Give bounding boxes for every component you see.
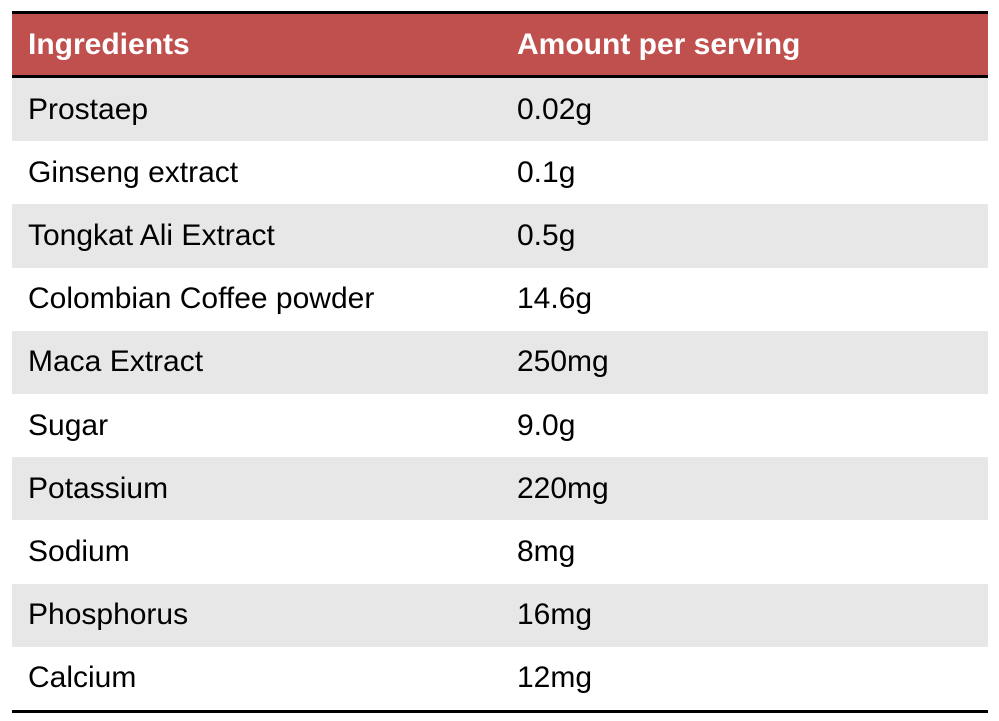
table-cell: 250mg (517, 345, 609, 379)
table-cell: Sodium (28, 534, 130, 568)
table-cell: 12mg (517, 661, 593, 695)
table-row: Sodium 8mg (12, 520, 988, 583)
table-cell: Potassium (28, 471, 169, 505)
table-row: Potassium 220mg (12, 457, 988, 521)
table-cell: Prostaep (28, 92, 149, 126)
table-cell: 16mg (517, 598, 593, 632)
table-row: Maca Extract 250mg (12, 330, 988, 394)
table-cell: Colombian Coffee powder (28, 282, 375, 316)
table-row: Prostaep 0.02g (12, 78, 988, 142)
table-cell: Sugar (28, 408, 109, 442)
header-row: Ingredients Amount per serving (12, 14, 988, 78)
table-cell: 220mg (517, 471, 609, 505)
table-cell: Ginseng extract (28, 155, 239, 189)
table-cell: 0.02g (517, 92, 593, 126)
table-cell: 0.1g (517, 155, 576, 189)
table-row: Phosphorus 16mg (12, 583, 988, 647)
table-cell: 9.0g (517, 408, 576, 442)
table-row: Colombian Coffee powder 14.6g (12, 268, 988, 331)
ingredients-table: Ingredients Amount per serving Prostaep 0… (12, 11, 988, 713)
header-cell: Amount per serving (517, 27, 801, 61)
table-cell: 0.5g (517, 218, 576, 252)
table-cell: Calcium (28, 661, 137, 695)
table-row: Calcium 12mg (12, 647, 988, 710)
table-cell: Maca Extract (28, 345, 204, 379)
table-cell: Phosphorus (28, 598, 189, 632)
table-cell: 14.6g (517, 282, 593, 316)
table-cell: 8mg (517, 534, 576, 568)
header-cell: Ingredients (28, 27, 190, 61)
table-cell: Tongkat Ali Extract (28, 218, 275, 252)
table-row: Ginseng extract 0.1g (12, 141, 988, 204)
table-row: Tongkat Ali Extract 0.5g (12, 204, 988, 268)
table-row: Sugar 9.0g (12, 394, 988, 457)
